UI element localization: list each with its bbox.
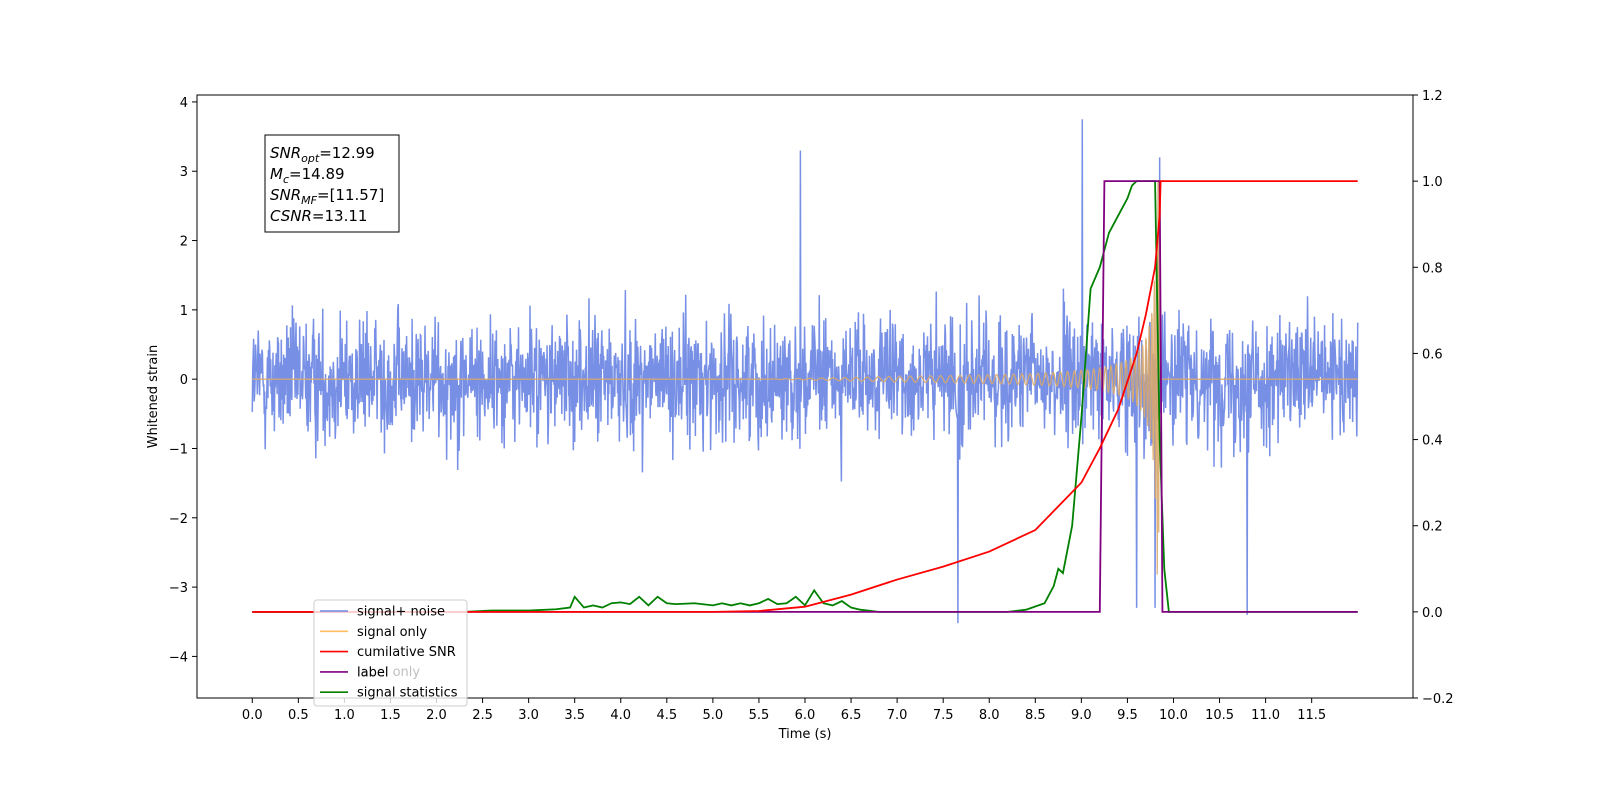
x-tick-label: 8.0: [979, 708, 1000, 723]
annotation-line: SNRopt=12.99: [270, 144, 375, 165]
y-left-tick-label: −4: [169, 650, 188, 665]
y-left-tick-label: 0: [180, 373, 188, 388]
x-tick-label: 4.5: [656, 708, 677, 723]
x-tick-label: 0.0: [242, 708, 263, 723]
y-right-tick-label: 0.2: [1422, 520, 1443, 535]
x-tick-label: 5.5: [749, 708, 770, 723]
annotation-subscript: c: [283, 173, 289, 186]
legend-label: signal only: [357, 625, 427, 640]
x-tick-label: 1.5: [380, 708, 401, 723]
axes: 0.0 0.5 1.0 1.5 2.0 2.5 3.0 3.5 4.0 4.5 5.0 5.5 6.0 6…: [146, 89, 1454, 742]
legend: signal+ noise signal only cumilative SNR la…: [313, 599, 468, 707]
noise-line: [251, 119, 1359, 624]
x-tick-label: 6.0: [795, 708, 816, 723]
y-left-tick-label: 1: [180, 304, 188, 319]
legend-hidden-label: label only: [357, 665, 420, 680]
y-right-tick-label: −0.2: [1422, 692, 1454, 707]
series-signal-only: [252, 180, 1358, 575]
series-signal-plus-noise: [251, 119, 1359, 624]
x-tick-label: 10.5: [1205, 708, 1234, 723]
annotation-line: SNRMF=[11.57]: [270, 186, 384, 207]
y-left-tick-label: −1: [169, 442, 188, 457]
y-left-tick-label: 3: [180, 165, 188, 180]
signal-only-line: [252, 180, 1358, 575]
x-tick-label: 10.0: [1159, 708, 1188, 723]
annotation-value: =12.99: [319, 144, 375, 162]
legend-label: signal statistics: [357, 686, 458, 701]
right-axis-series: [252, 180, 1358, 613]
x-tick-label: 6.5: [841, 708, 862, 723]
x-tick-label: 8.5: [1025, 708, 1046, 723]
annotation-symbol: SNR: [270, 186, 301, 204]
y-right-tick-label: 0.8: [1422, 261, 1443, 276]
y-axis-label: Whitened strain: [146, 345, 161, 448]
x-tick-label: 7.0: [887, 708, 908, 723]
x-tick-label: 2.0: [426, 708, 447, 723]
annotation-line: Mc=14.89: [270, 165, 345, 186]
x-tick-label: 11.5: [1297, 708, 1326, 723]
series-cumilative-snr: [252, 180, 1358, 613]
x-tick-label: 11.0: [1251, 708, 1280, 723]
series-label: [252, 180, 1358, 613]
y-left-tick-label: 4: [180, 96, 188, 111]
annotation-symbol: CSNR: [270, 207, 312, 225]
legend-label: signal+ noise: [357, 605, 445, 620]
x-tick-label: 2.5: [472, 708, 493, 723]
x-tick-label: 9.5: [1117, 708, 1138, 723]
series-signal-statistics: [252, 180, 1358, 613]
x-tick-label: 3.5: [564, 708, 585, 723]
x-tick-label: 9.0: [1071, 708, 1092, 723]
legend-label: cumilative SNR: [357, 645, 456, 660]
x-tick-label: 1.0: [334, 708, 355, 723]
legend-frame: [313, 599, 468, 707]
y-left-tick-label: 2: [180, 235, 188, 250]
annotation-symbol: SNR: [270, 144, 301, 162]
x-axis-label: Time (s): [778, 727, 832, 742]
snr-annotation-box: SNRopt=12.99Mc=14.89SNRMF=[11.57]CSNR=13…: [264, 134, 400, 233]
y-right-tick-label: 1.2: [1422, 89, 1443, 104]
x-tick-label: 4.0: [610, 708, 631, 723]
y-right-tick-label: 0.0: [1422, 606, 1443, 621]
annotation-line: CSNR=13.11: [270, 207, 367, 225]
annotation-subscript: MF: [301, 194, 317, 207]
annotation-value: =14.89: [289, 165, 345, 183]
x-tick-label: 5.0: [703, 708, 724, 723]
annotation-frame: [264, 134, 400, 233]
x-tick-label: 7.5: [933, 708, 954, 723]
y-left-tick-label: −3: [169, 581, 188, 596]
x-tick-label: 3.0: [518, 708, 539, 723]
y-right-tick-label: 0.4: [1422, 434, 1443, 449]
annotation-subscript: opt: [301, 152, 320, 165]
annotation-symbol: M: [270, 165, 283, 183]
y-right-tick-label: 0.6: [1422, 347, 1443, 362]
legend-label: label: [357, 665, 388, 680]
annotation-value: =13.11: [312, 207, 368, 225]
x-tick-label: 0.5: [288, 708, 309, 723]
annotation-value: =[11.57]: [317, 186, 384, 204]
y-right-tick-label: 1.0: [1422, 175, 1443, 190]
y-left-tick-label: −2: [169, 512, 188, 527]
